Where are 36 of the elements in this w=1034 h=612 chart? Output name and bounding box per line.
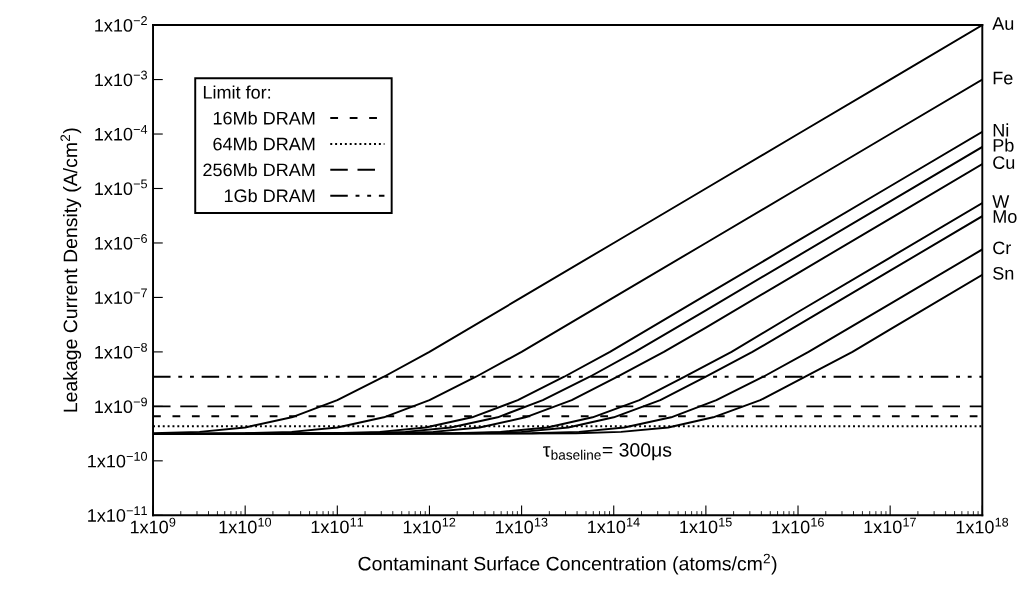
legend-label: 256Mb DRAM bbox=[203, 163, 315, 177]
x-tick-label: 1x10$^{18}$ bbox=[956, 517, 1009, 534]
y-tick-label: 1x10$^{−9}$ bbox=[95, 397, 147, 414]
y-tick-label: 1x10$^{−10}$ bbox=[88, 451, 148, 468]
y-tick-label: 1x10$^{−2}$ bbox=[95, 16, 147, 32]
series-label: Ni bbox=[993, 123, 1009, 137]
y-tick-label: 1x10$^{−7}$ bbox=[95, 288, 147, 304]
series-label: W bbox=[992, 195, 1010, 208]
x-tick-label: 1x10$^{16}$ bbox=[772, 517, 824, 534]
x-axis-title: Contaminant Surface Concentration (atoms/cm$^{2}$) bbox=[358, 553, 777, 575]
y-tick-label: 1x10$^{−3}$ bbox=[95, 70, 147, 87]
y-tick-label: 1x10$^{−6}$ bbox=[95, 233, 147, 250]
x-tick-label: 1x10$^{17}$ bbox=[864, 517, 916, 534]
series-label: Mo bbox=[993, 210, 1017, 223]
series-label: Fe bbox=[993, 71, 1013, 85]
series-label: Cr bbox=[993, 241, 1011, 255]
y-tick-label: 1x10$^{−4}$ bbox=[95, 125, 148, 141]
annotation: τ$_{baseline}$= 300μs bbox=[543, 442, 672, 461]
x-tick-label: 1x10$^{13}$ bbox=[495, 517, 548, 534]
legend-title: Limit for: bbox=[203, 85, 271, 99]
x-tick-label: 1x10$^{12}$ bbox=[403, 517, 456, 534]
x-tick-label: 1x10$^{9}$ bbox=[130, 517, 176, 534]
legend-label: 64Mb DRAM bbox=[213, 137, 315, 151]
y-tick-label: 1x10$^{−5}$ bbox=[95, 179, 148, 196]
legend-label: 16Mb DRAM bbox=[213, 111, 315, 125]
x-tick-label: 1x10$^{15}$ bbox=[680, 517, 732, 534]
x-tick-label: 1x10$^{14}$ bbox=[588, 517, 640, 534]
series-label: Cu bbox=[993, 156, 1015, 169]
x-tick-label: 1x10$^{10}$ bbox=[219, 517, 272, 534]
y-tick-label: 1x10$^{−8}$ bbox=[95, 342, 147, 359]
series-label: Pb bbox=[993, 138, 1014, 152]
legend-label: 1Gb DRAM bbox=[224, 188, 315, 203]
x-tick-label: 1x10$^{11}$ bbox=[311, 517, 364, 534]
series-label: Sn bbox=[993, 266, 1014, 280]
series-label: Au bbox=[992, 17, 1014, 30]
y-axis-title: Leakage Current Density (A/cm$^{2}$) bbox=[60, 128, 82, 412]
